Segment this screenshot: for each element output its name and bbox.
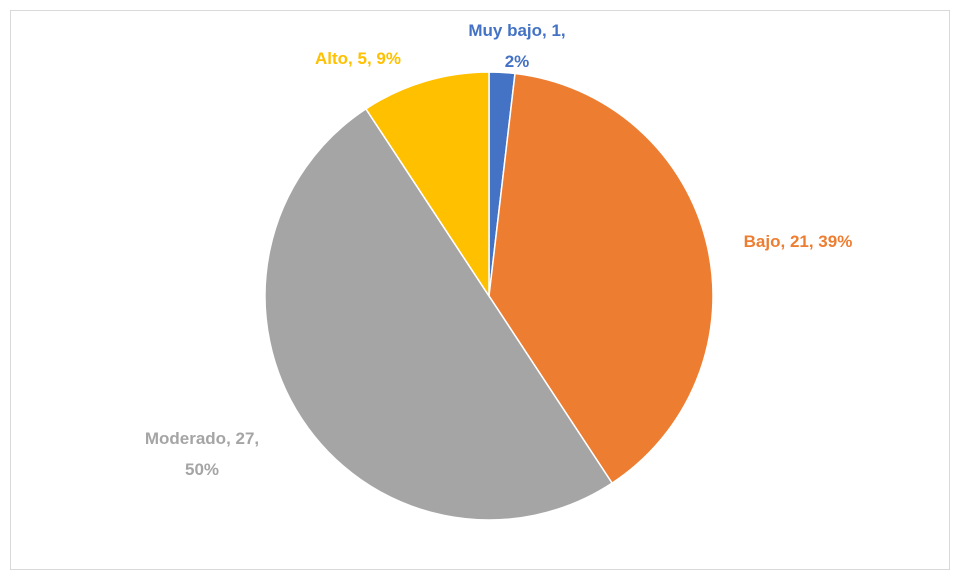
data-label: Alto, 5, 9% <box>315 49 401 68</box>
data-label-line: Muy bajo, 1, <box>468 21 565 40</box>
pie-slice <box>264 107 614 521</box>
data-label-line: 50% <box>185 460 219 479</box>
data-label: Bajo, 21, 39% <box>744 232 853 251</box>
data-label-line: Alto, 5, 9% <box>315 49 401 68</box>
data-label-line: Moderado, 27, <box>145 429 259 448</box>
pie-slice <box>364 71 490 299</box>
data-label-line: 2% <box>505 52 530 71</box>
data-label-line: Bajo, 21, 39% <box>744 232 853 251</box>
data-label: Moderado, 27, 50% <box>145 429 259 479</box>
data-label: Muy bajo, 1, 2% <box>468 21 565 71</box>
